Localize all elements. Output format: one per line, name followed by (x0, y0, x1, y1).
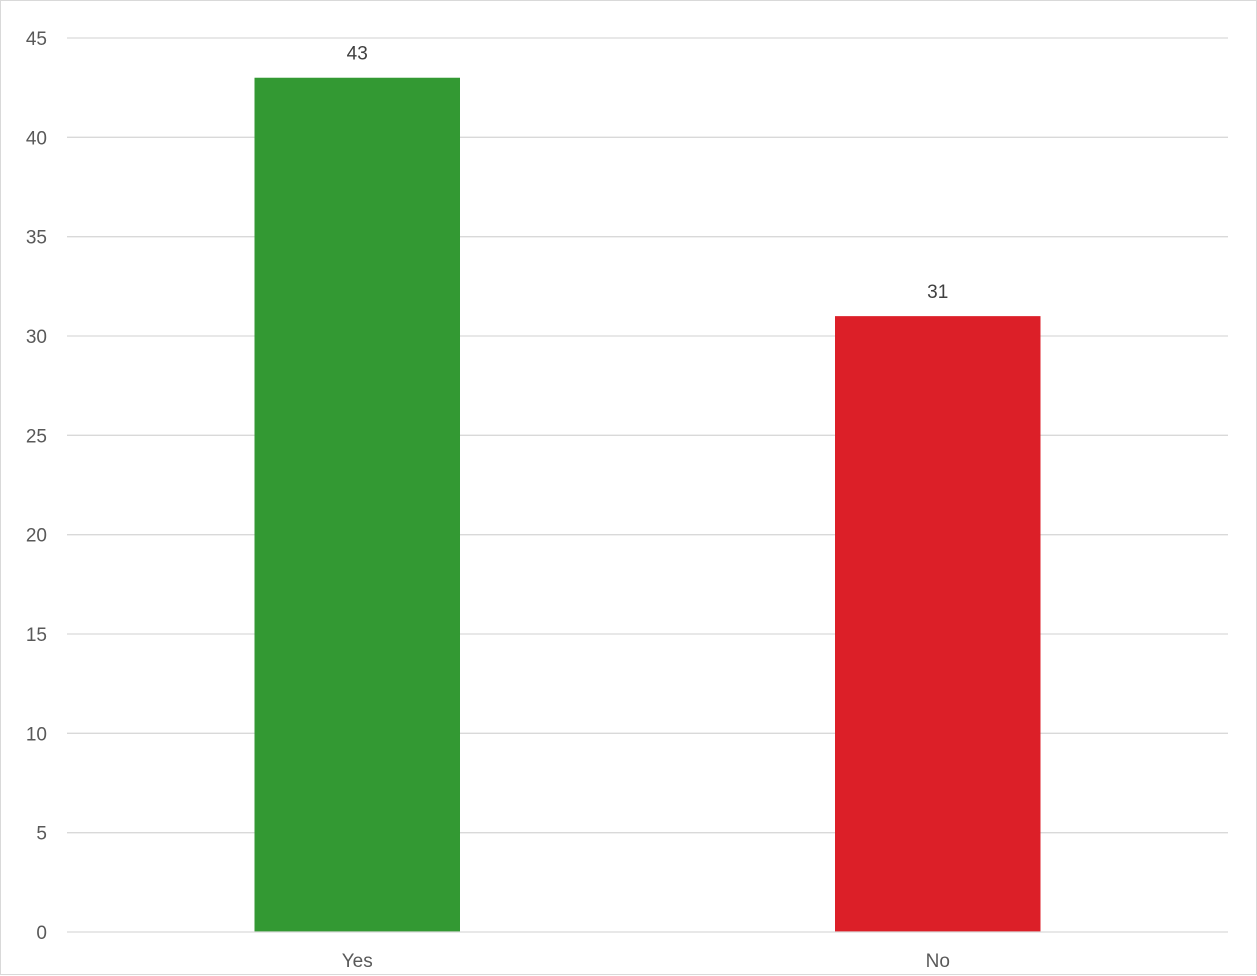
y-tick-label: 25 (26, 426, 47, 447)
data-label-no: 31 (927, 282, 948, 303)
y-tick-label: 45 (26, 29, 47, 50)
x-tick-label-no: No (926, 951, 950, 972)
y-tick-label: 30 (26, 327, 47, 348)
y-tick-label: 20 (26, 526, 47, 547)
y-tick-label: 15 (26, 625, 47, 646)
y-tick-label: 5 (36, 824, 47, 845)
bar-yes (254, 77, 460, 932)
y-tick-label: 0 (36, 923, 47, 944)
y-tick-label: 35 (26, 228, 47, 249)
x-axis-tick-labels: Yes No (342, 951, 950, 972)
bars (254, 77, 1041, 933)
y-axis-tick-labels: 0 5 10 15 20 25 30 35 40 45 (26, 29, 47, 944)
x-tick-label-yes: Yes (342, 951, 373, 972)
bar-no (835, 316, 1041, 933)
gridlines (67, 37, 1228, 834)
y-tick-label: 10 (26, 724, 47, 745)
data-label-yes: 43 (347, 44, 368, 65)
data-labels: 43 31 (347, 44, 949, 303)
y-tick-label: 40 (26, 128, 47, 149)
